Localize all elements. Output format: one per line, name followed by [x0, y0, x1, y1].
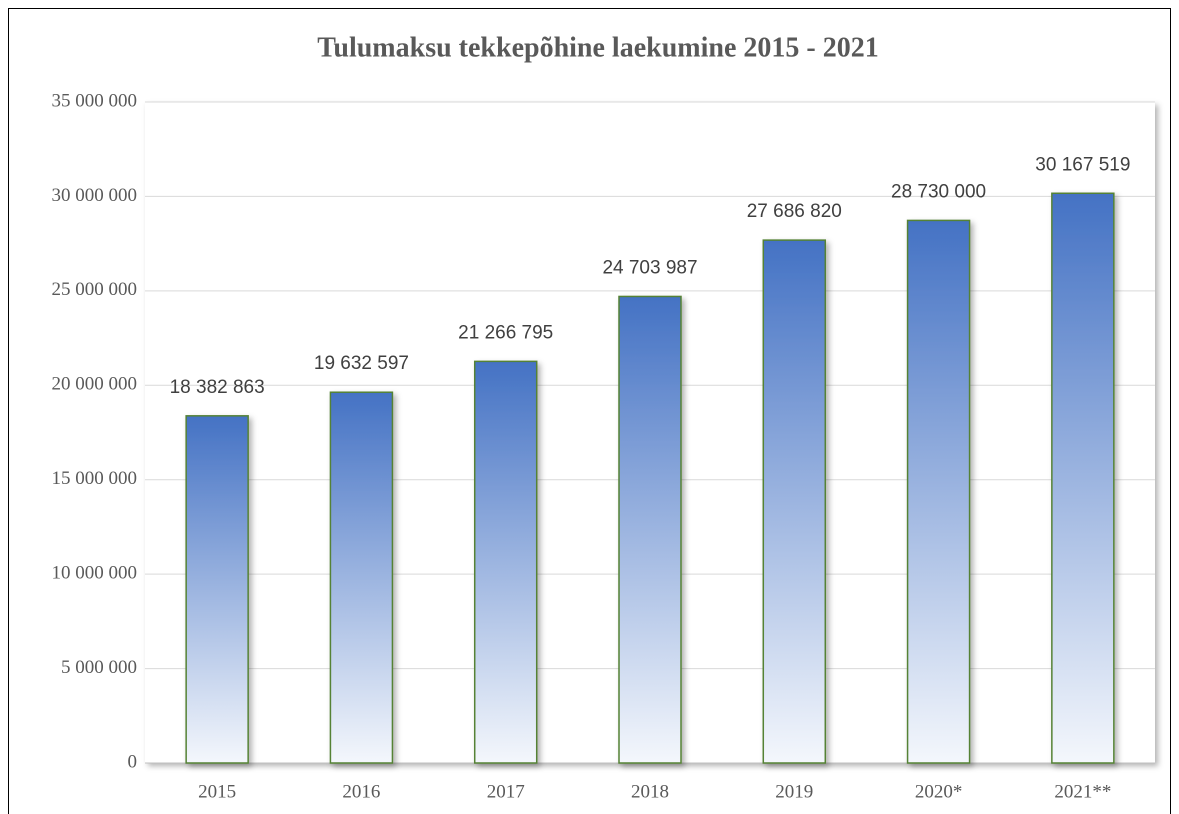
y-tick-label: 10 000 000: [52, 563, 138, 584]
bar: [1051, 192, 1115, 764]
x-tick-label: 2019: [775, 781, 813, 802]
y-tick-label: 15 000 000: [52, 468, 138, 489]
bar: [329, 391, 394, 764]
bar: [185, 415, 249, 764]
x-tick-label: 2018: [631, 781, 669, 802]
data-label: 21 266 795: [458, 322, 553, 343]
y-tick-label: 0: [128, 751, 138, 772]
x-tick-label: 2016: [342, 781, 380, 802]
x-tick-label: 2020*: [915, 781, 963, 802]
bar: [473, 360, 538, 764]
chart-title: Tulumaksu tekkepõhine laekumine 2015 - 2…: [317, 32, 878, 63]
y-tick-label: 30 000 000: [52, 185, 138, 206]
data-label: 27 686 820: [747, 201, 842, 222]
data-label: 18 382 863: [170, 377, 265, 398]
x-tick-label: 2015: [198, 781, 236, 802]
bar: [618, 295, 682, 764]
x-tick-label: 2021**: [1054, 781, 1111, 802]
data-label: 24 703 987: [602, 257, 697, 278]
y-tick-label: 5 000 000: [61, 657, 137, 678]
y-tick-label: 20 000 000: [52, 374, 138, 395]
data-label: 19 632 597: [314, 353, 409, 374]
y-tick-label: 25 000 000: [52, 279, 138, 300]
y-tick-label: 35 000 000: [52, 90, 138, 111]
data-label: 30 167 519: [1035, 154, 1130, 175]
x-tick-label: 2017: [487, 781, 525, 802]
data-label: 28 730 000: [891, 181, 986, 202]
bar: [762, 239, 827, 764]
bar: [906, 219, 971, 764]
